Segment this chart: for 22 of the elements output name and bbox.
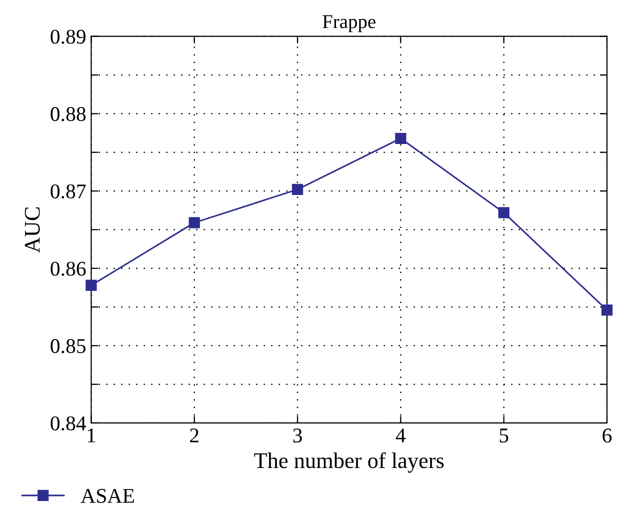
x-tick-label: 4 [396, 428, 406, 442]
point [601, 304, 613, 316]
y-axis-title: AUC [24, 207, 40, 253]
point [292, 184, 304, 195]
x-tick-label: 5 [500, 428, 508, 443]
y-tick-label: 0.87 [50, 184, 86, 199]
x-axis-title: The number of layers [254, 452, 444, 473]
y-tick-label: 0.85 [50, 339, 86, 354]
x-tick-label: 3 [293, 428, 302, 443]
point [395, 132, 406, 144]
point [86, 280, 97, 291]
x-tick-label: 6 [602, 428, 612, 443]
y-tick-label: 0.89 [50, 30, 86, 44]
x-tick-label: 1 [88, 428, 96, 442]
y-tick-label: 0.88 [50, 107, 86, 122]
chart-title: Frappe [322, 15, 376, 32]
y-tick-label: 0.86 [50, 262, 86, 276]
x-tick-label: 2 [190, 428, 198, 442]
point [188, 217, 200, 228]
point [498, 207, 510, 218]
legend-label: ASAE [80, 488, 134, 503]
y-tick-label: 0.84 [50, 416, 86, 431]
